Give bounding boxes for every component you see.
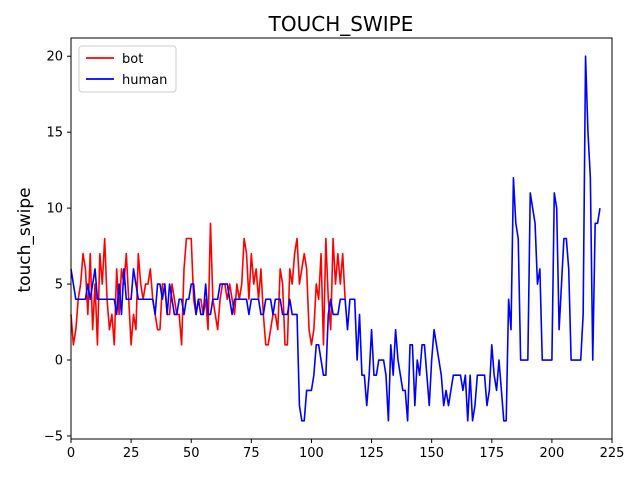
x-tick-label: 25 bbox=[123, 446, 140, 461]
x-tick-label: 175 bbox=[479, 446, 504, 461]
legend: bot human bbox=[78, 45, 177, 93]
x-tick-label: 50 bbox=[183, 446, 200, 461]
plot-area bbox=[70, 37, 613, 440]
y-axis-label: touch_swipe bbox=[15, 187, 35, 292]
y-tick-label: 20 bbox=[46, 50, 63, 65]
chart-title: TOUCH_SWIPE bbox=[268, 12, 414, 36]
x-tick-label: 0 bbox=[67, 446, 75, 461]
y-tick-label: 5 bbox=[55, 278, 63, 293]
legend-label-bot: bot bbox=[122, 52, 143, 67]
legend-label-human: human bbox=[122, 73, 167, 88]
series-line-bot bbox=[70, 222, 346, 346]
y-tick-label: −5 bbox=[44, 429, 63, 444]
series-line-human bbox=[70, 55, 601, 422]
x-tick-label: 200 bbox=[539, 446, 564, 461]
x-tick-label: 100 bbox=[299, 446, 324, 461]
x-tick-label: 125 bbox=[359, 446, 384, 461]
x-axis: 0 25 50 75 100 125 150 175 200 225 bbox=[67, 439, 625, 461]
y-tick-label: 15 bbox=[46, 126, 63, 141]
y-axis: −5 0 5 10 15 20 bbox=[44, 50, 71, 444]
plot-background bbox=[71, 38, 612, 439]
x-tick-label: 75 bbox=[243, 446, 260, 461]
x-tick-label: 150 bbox=[419, 446, 444, 461]
x-tick-label: 225 bbox=[600, 446, 625, 461]
y-tick-label: 10 bbox=[46, 202, 63, 217]
y-tick-label: 0 bbox=[55, 354, 63, 369]
plot-frame bbox=[70, 37, 613, 440]
